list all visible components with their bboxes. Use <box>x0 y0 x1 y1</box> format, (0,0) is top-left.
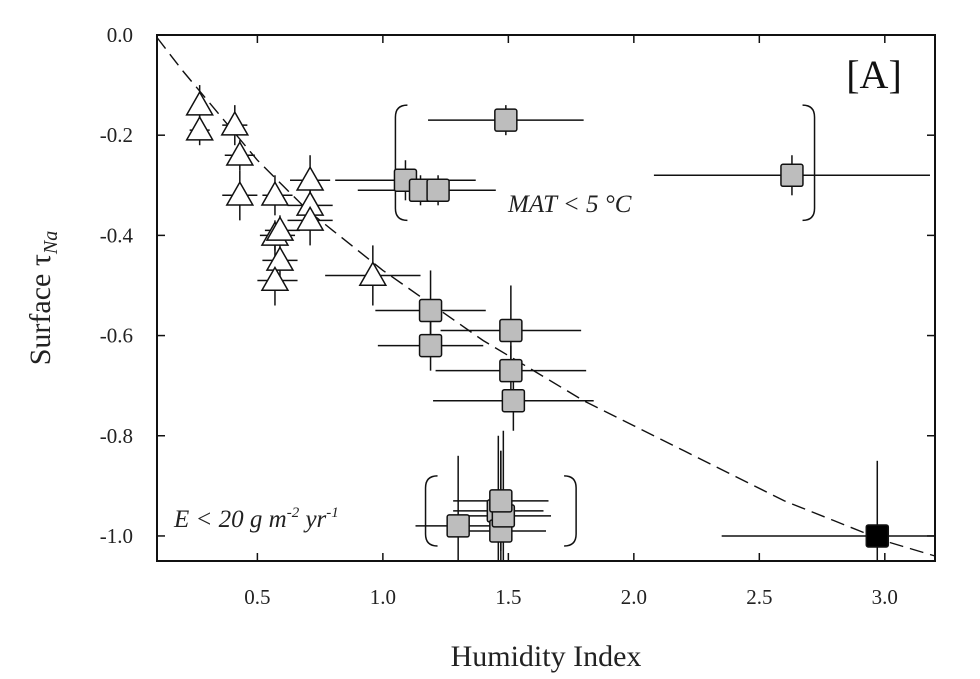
erosion-annotation: E < 20 g m-2 yr-1 <box>173 505 339 533</box>
square-marker <box>499 318 523 343</box>
triangle-marker <box>185 90 214 116</box>
x-tick-label: 1.5 <box>495 585 521 609</box>
y-tick-label: -0.2 <box>100 123 133 147</box>
tick-layer: 0.5 1.0 1.5 2.0 2.5 3.0 0.0 -0.2 -0.4 -0.6 -0.8 -1.… <box>100 23 935 609</box>
panel-label: [A] <box>846 52 902 97</box>
triangle-marker <box>185 115 214 141</box>
triangle-marker <box>358 260 388 286</box>
right-bracket <box>564 475 577 547</box>
triangle-marker <box>260 180 290 206</box>
triangle-marker <box>225 180 255 206</box>
square-marker <box>418 298 443 323</box>
square-marker <box>446 514 470 538</box>
y-tick-label: -1.0 <box>100 524 133 548</box>
left-bracket <box>394 104 408 222</box>
triangle-marker <box>260 265 290 291</box>
marker-layer <box>185 90 890 548</box>
x-tick-label: 2.5 <box>746 585 772 609</box>
fit-curve-layer <box>156 37 936 557</box>
y-tick-label: -0.4 <box>100 223 134 247</box>
plot-frame <box>156 34 936 562</box>
errorbar-layer <box>189 85 935 561</box>
square-marker <box>489 489 513 513</box>
triangle-marker <box>265 215 295 241</box>
y-tick-label: -0.6 <box>100 324 133 348</box>
square-marker <box>865 524 890 548</box>
triangle-marker <box>295 165 325 191</box>
triangle-marker <box>225 140 255 166</box>
square-marker <box>494 108 518 132</box>
square-marker <box>426 178 450 203</box>
triangle-marker <box>220 110 250 136</box>
fit-curve <box>156 37 936 557</box>
x-tick-label: 1.0 <box>370 585 396 609</box>
triangle-marker <box>295 205 325 231</box>
x-axis-title: Humidity Index <box>451 640 642 673</box>
y-axis-title: Surface τNa <box>24 231 62 366</box>
x-tick-label: 0.5 <box>244 585 270 609</box>
bracket-layer <box>394 104 816 547</box>
x-tick-label: 3.0 <box>872 585 898 609</box>
y-tick-label: 0.0 <box>107 23 133 47</box>
right-bracket <box>802 104 816 222</box>
left-bracket <box>424 475 438 547</box>
triangle-marker <box>265 245 295 271</box>
square-marker <box>499 358 523 383</box>
square-marker <box>501 388 526 413</box>
square-marker <box>780 163 804 188</box>
mat-annotation: MAT < 5 °C <box>507 191 632 218</box>
y-tick-label: -0.8 <box>100 424 133 448</box>
x-tick-label: 2.0 <box>621 585 647 609</box>
square-marker <box>418 333 443 358</box>
